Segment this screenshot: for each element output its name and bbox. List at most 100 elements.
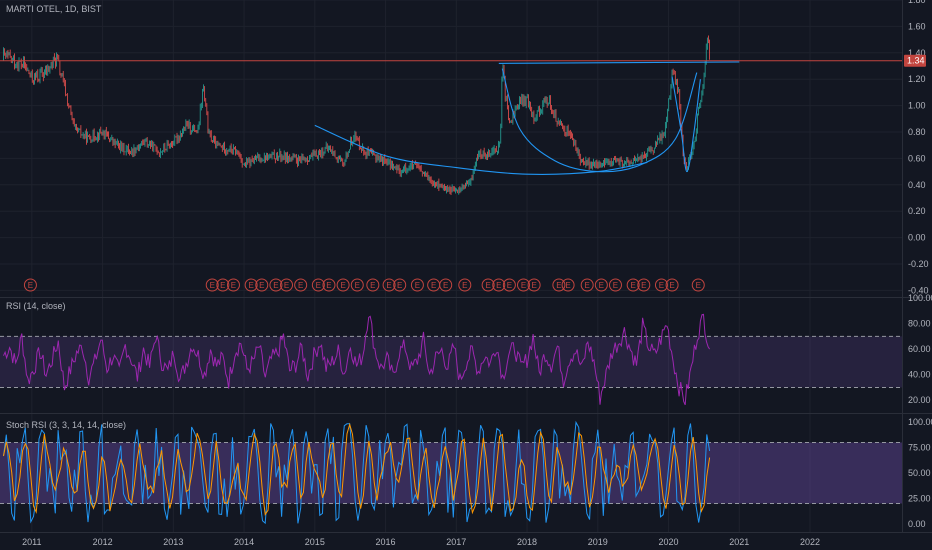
time-tick-label: 2019 (588, 537, 608, 547)
earnings-marker[interactable]: E (226, 278, 240, 292)
axes: 2011 2012 2013 2014 2015 2016 2017 2018 2019 2020… (22, 0, 932, 547)
earnings-marker[interactable]: E (527, 278, 541, 292)
stoch-k-line[interactable] (3, 420, 711, 525)
earnings-marker[interactable]: E (608, 278, 622, 292)
earnings-marker[interactable]: E (691, 278, 705, 292)
earnings-marker[interactable]: E (255, 278, 269, 292)
earnings-marker-circle (23, 278, 37, 292)
earnings-marker-circle (439, 278, 453, 292)
earnings-marker[interactable]: E (322, 278, 336, 292)
earnings-marker-label: E (316, 281, 321, 290)
earnings-marker[interactable]: E (216, 278, 230, 292)
stoch-tick-label: 100.00 (908, 417, 932, 427)
price-tick-label: -0.40 (908, 285, 929, 295)
price-tick-label: 0.80 (908, 127, 926, 137)
price-tick-label: 0.00 (908, 233, 926, 243)
earnings-marker-circle (691, 278, 705, 292)
earnings-marker[interactable]: E (626, 278, 640, 292)
earnings-marker[interactable]: E (410, 278, 424, 292)
earnings-marker[interactable]: E (594, 278, 608, 292)
earnings-marker-circle (336, 278, 350, 292)
earnings-marker[interactable]: E (580, 278, 594, 292)
earnings-marker-label: E (641, 281, 646, 290)
rsi-line[interactable] (3, 313, 711, 406)
earnings-marker-circle (552, 278, 566, 292)
earnings-marker[interactable]: E (269, 278, 283, 292)
stoch-tick-label: 0.00 (908, 519, 926, 529)
earnings-marker-label: E (220, 281, 225, 290)
rsi-pane[interactable] (0, 313, 902, 406)
earnings-marker-circle (608, 278, 622, 292)
candles (3, 35, 710, 196)
price-tick-label: 1.80 (908, 0, 926, 5)
time-tick-label: 2016 (376, 537, 396, 547)
earnings-marker[interactable]: E (350, 278, 364, 292)
cup-inner-arc[interactable] (501, 68, 698, 173)
earnings-marker[interactable]: E (665, 278, 679, 292)
earnings-marker-circle (350, 278, 364, 292)
earnings-marker[interactable]: E (366, 278, 380, 292)
earnings-marker-label: E (397, 281, 402, 290)
earnings-marker-label: E (415, 281, 420, 290)
earnings-marker[interactable]: E (294, 278, 308, 292)
earnings-marker[interactable]: E (552, 278, 566, 292)
price-tick-label: 1.60 (908, 21, 926, 31)
earnings-marker-label: E (259, 281, 264, 290)
earnings-marker[interactable]: E (280, 278, 294, 292)
earnings-marker-label: E (298, 281, 303, 290)
earnings-marker-circle (322, 278, 336, 292)
earnings-marker[interactable]: E (393, 278, 407, 292)
time-tick-label: 2018 (517, 537, 537, 547)
time-tick-label: 2020 (659, 537, 679, 547)
earnings-marker[interactable]: E (336, 278, 350, 292)
stoch-rsi-pane[interactable] (0, 420, 902, 525)
earnings-marker[interactable]: E (637, 278, 651, 292)
rsi-tick-label: 60.00 (908, 344, 931, 354)
earnings-marker-circle (561, 278, 575, 292)
earnings-marker-circle (366, 278, 380, 292)
neckline-drawing[interactable] (498, 61, 740, 64)
earnings-marker[interactable]: E (311, 278, 325, 292)
handle-arc[interactable] (671, 76, 701, 173)
stoch-d-line[interactable] (3, 422, 711, 516)
earnings-marker[interactable]: E (458, 278, 472, 292)
earnings-marker-label: E (630, 281, 635, 290)
time-tick-label: 2012 (93, 537, 113, 547)
time-tick-label: 2013 (163, 537, 183, 547)
earnings-marker-label: E (507, 281, 512, 290)
earnings-marker-label: E (462, 281, 467, 290)
earnings-marker[interactable]: E (654, 278, 668, 292)
stoch-tick-label: 25.00 (908, 493, 931, 503)
earnings-marker-circle (626, 278, 640, 292)
price-tick-label: -0.20 (908, 259, 929, 269)
last-price-badge-bg (904, 54, 926, 67)
rsi-tick-label: 100.00 (908, 293, 932, 303)
earnings-marker[interactable]: E (502, 278, 516, 292)
earnings-marker[interactable]: E (382, 278, 396, 292)
earnings-marker-circle (205, 278, 219, 292)
earnings-marker[interactable]: E (481, 278, 495, 292)
earnings-marker[interactable]: E (561, 278, 575, 292)
earnings-marker[interactable]: E (492, 278, 506, 292)
earnings-marker-label: E (669, 281, 674, 290)
earnings-marker-circle (665, 278, 679, 292)
earnings-marker-label: E (585, 281, 590, 290)
earnings-marker-circle (255, 278, 269, 292)
earnings-marker-label: E (340, 281, 345, 290)
grid-lines (0, 0, 902, 532)
earnings-marker-circle (244, 278, 258, 292)
rsi-tick-label: 80.00 (908, 319, 931, 329)
earnings-marker-label: E (531, 281, 536, 290)
earnings-marker-label: E (485, 281, 490, 290)
earnings-marker-circle (527, 278, 541, 292)
earnings-marker[interactable]: E (23, 278, 37, 292)
earnings-marker[interactable]: E (205, 278, 219, 292)
earnings-marker-circle (216, 278, 230, 292)
earnings-marker-circle (492, 278, 506, 292)
earnings-marker[interactable]: E (517, 278, 531, 292)
earnings-marker[interactable]: E (244, 278, 258, 292)
earnings-marker-label: E (659, 281, 664, 290)
earnings-marker[interactable]: E (439, 278, 453, 292)
